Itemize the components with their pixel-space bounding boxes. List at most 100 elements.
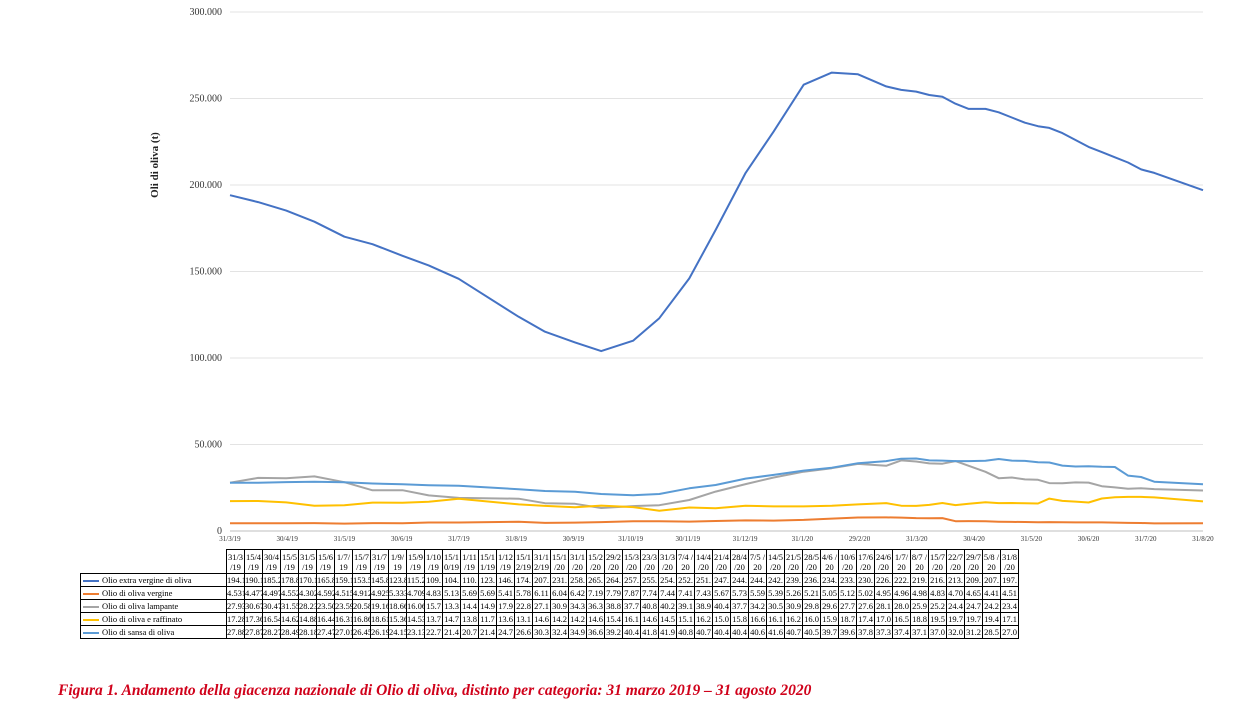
x-tick-label: 31/3/19 bbox=[219, 535, 241, 543]
table-cell: 26.6 bbox=[514, 625, 533, 639]
series-legend-cell: Olio di oliva vergine bbox=[80, 586, 227, 600]
table-cell: 31.2 bbox=[964, 625, 983, 639]
table-cell: 40.8 bbox=[640, 599, 659, 613]
table-cell: 21.4 bbox=[442, 625, 461, 639]
table-cell: 234. bbox=[820, 573, 839, 587]
table-header-cell: 31/3 /20 bbox=[658, 549, 677, 574]
table-cell: 28.1 bbox=[874, 599, 893, 613]
table-header-cell: 14/5 /20 bbox=[766, 549, 785, 574]
x-tick-label: 31/12/19 bbox=[733, 535, 758, 543]
legend-swatch bbox=[83, 606, 99, 609]
table-cell: 24.15 bbox=[388, 625, 407, 639]
table-cell: 14.2 bbox=[550, 612, 569, 626]
table-cell: 28.5 bbox=[982, 625, 1001, 639]
table-corner bbox=[81, 550, 227, 574]
table-cell: 24.7 bbox=[964, 599, 983, 613]
table-cell: 7.44 bbox=[658, 586, 677, 600]
table-cell: 222. bbox=[892, 573, 911, 587]
table-cell: 239. bbox=[784, 573, 803, 587]
table-cell: 5.69 bbox=[478, 586, 497, 600]
table-cell: 37.7 bbox=[730, 599, 749, 613]
table-header-cell: 1/12 /19 bbox=[496, 549, 515, 574]
y-tick-label: 200.000 bbox=[190, 180, 223, 191]
table-cell: 15.36 bbox=[388, 612, 407, 626]
table-cell: 27.7 bbox=[838, 599, 857, 613]
table-cell: 36.6 bbox=[586, 625, 605, 639]
table-header-cell: 28/4 /20 bbox=[730, 549, 749, 574]
table-cell: 4.552 bbox=[280, 586, 299, 600]
table-cell: 159.1 bbox=[334, 573, 353, 587]
table-cell: 34.9 bbox=[568, 625, 587, 639]
table-header-cell: 30/4 /19 bbox=[262, 549, 281, 574]
table-cell: 16.1 bbox=[622, 612, 641, 626]
table-cell: 28.0 bbox=[892, 599, 911, 613]
series-name: Olio di oliva vergine bbox=[102, 588, 173, 598]
table-cell: 36.3 bbox=[586, 599, 605, 613]
table-cell: 5.67 bbox=[712, 586, 731, 600]
table-cell: 16.44 bbox=[316, 612, 335, 626]
table-cell: 6.04 bbox=[550, 586, 569, 600]
table-cell: 19.7 bbox=[946, 612, 965, 626]
table-cell: 14.2 bbox=[568, 612, 587, 626]
table-cell: 40.5 bbox=[802, 625, 821, 639]
y-tick-label: 250.000 bbox=[190, 94, 223, 105]
table-cell: 194.1 bbox=[226, 573, 245, 587]
table-cell: 110. bbox=[460, 573, 479, 587]
table-cell: 13.7 bbox=[424, 612, 443, 626]
table-cell: 30.67 bbox=[244, 599, 263, 613]
table-cell: 242. bbox=[766, 573, 785, 587]
table-header-cell: 14/4 /20 bbox=[694, 549, 713, 574]
table-cell: 5.02 bbox=[856, 586, 875, 600]
table-cell: 14.9 bbox=[478, 599, 497, 613]
table-row: Olio extra vergine di oliva 194.1 190.1 185… bbox=[80, 573, 1019, 587]
table-cell: 265. bbox=[586, 573, 605, 587]
table-cell: 4.83 bbox=[424, 586, 443, 600]
table-cell: 4.70 bbox=[946, 586, 965, 600]
table-cell: 197. bbox=[1000, 573, 1019, 587]
table-cell: 29.8 bbox=[802, 599, 821, 613]
x-tick-label: 29/2/20 bbox=[849, 535, 871, 543]
table-header-cell: 10/6 /20 bbox=[838, 549, 857, 574]
figure-caption: Figura 1. Andamento della giacenza nazio… bbox=[58, 682, 812, 699]
table-cell: 41.9 bbox=[658, 625, 677, 639]
table-header-cell: 7/4 /20 bbox=[676, 549, 695, 574]
table-cell: 104. bbox=[442, 573, 461, 587]
table-header-cell: 8/7 /20 bbox=[910, 549, 929, 574]
table-header-cell: 1/7/ 19 bbox=[334, 549, 353, 574]
legend-swatch bbox=[83, 619, 99, 622]
table-header-cell: 22/7 /20 bbox=[946, 549, 965, 574]
table-cell: 23.4 bbox=[1000, 599, 1019, 613]
table-cell: 19.16 bbox=[370, 599, 389, 613]
table-header-cell: 15/2 /20 bbox=[586, 549, 605, 574]
x-tick-label: 30/9/19 bbox=[563, 535, 585, 543]
table-header-cell: 24/6 /20 bbox=[874, 549, 893, 574]
table-cell: 7.74 bbox=[640, 586, 659, 600]
table-cell: 7.79 bbox=[604, 586, 623, 600]
table-cell: 5.39 bbox=[766, 586, 785, 600]
table-cell: 5.73 bbox=[730, 586, 749, 600]
table-cell: 13.6 bbox=[496, 612, 515, 626]
table-cell: 16.31 bbox=[334, 612, 353, 626]
table-cell: 38.8 bbox=[604, 599, 623, 613]
table-cell: 230. bbox=[856, 573, 875, 587]
table-cell: 28.18 bbox=[298, 625, 317, 639]
table-cell: 15.1 bbox=[676, 612, 695, 626]
table-cell: 17.1 bbox=[1000, 612, 1019, 626]
table-cell: 26.45 bbox=[352, 625, 371, 639]
table-header-cell: 1/11 /19 bbox=[460, 549, 479, 574]
table-header-cell: 15/4 /19 bbox=[244, 549, 263, 574]
series-name: Olio di sansa di oliva bbox=[102, 627, 175, 637]
table-cell: 14.5 bbox=[658, 612, 677, 626]
table-row: Olio di oliva e raffinato 17.28 17.36 16.54… bbox=[80, 612, 1019, 626]
x-tick-label: 30/4/19 bbox=[277, 535, 299, 543]
table-cell: 7.87 bbox=[622, 586, 641, 600]
table-cell: 6.42 bbox=[568, 586, 587, 600]
table-cell: 236. bbox=[802, 573, 821, 587]
table-cell: 39.1 bbox=[676, 599, 695, 613]
table-cell: 40.4 bbox=[730, 625, 749, 639]
table-cell: 17.9 bbox=[496, 599, 515, 613]
table-cell: 5.41 bbox=[496, 586, 515, 600]
table-cell: 27.87 bbox=[244, 625, 263, 639]
table-cell: 251. bbox=[694, 573, 713, 587]
table-cell: 16.06 bbox=[406, 599, 425, 613]
